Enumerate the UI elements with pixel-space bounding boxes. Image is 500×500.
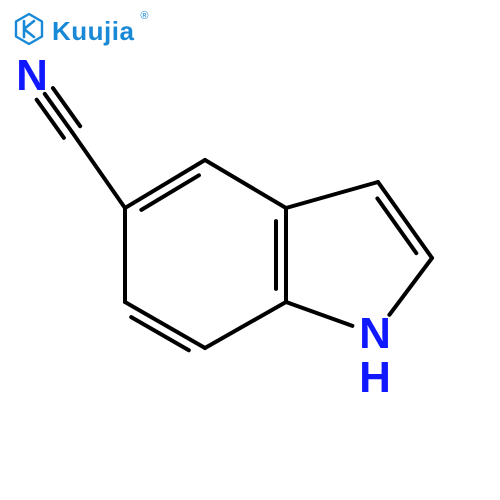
molecule-svg [0,0,500,500]
atom-label-n-cyano: N [16,54,48,98]
atom-label-n-ring: N [359,312,391,356]
figure-canvas: Kuujia ® N N H [0,0,500,500]
atom-label-h: H [359,356,391,400]
